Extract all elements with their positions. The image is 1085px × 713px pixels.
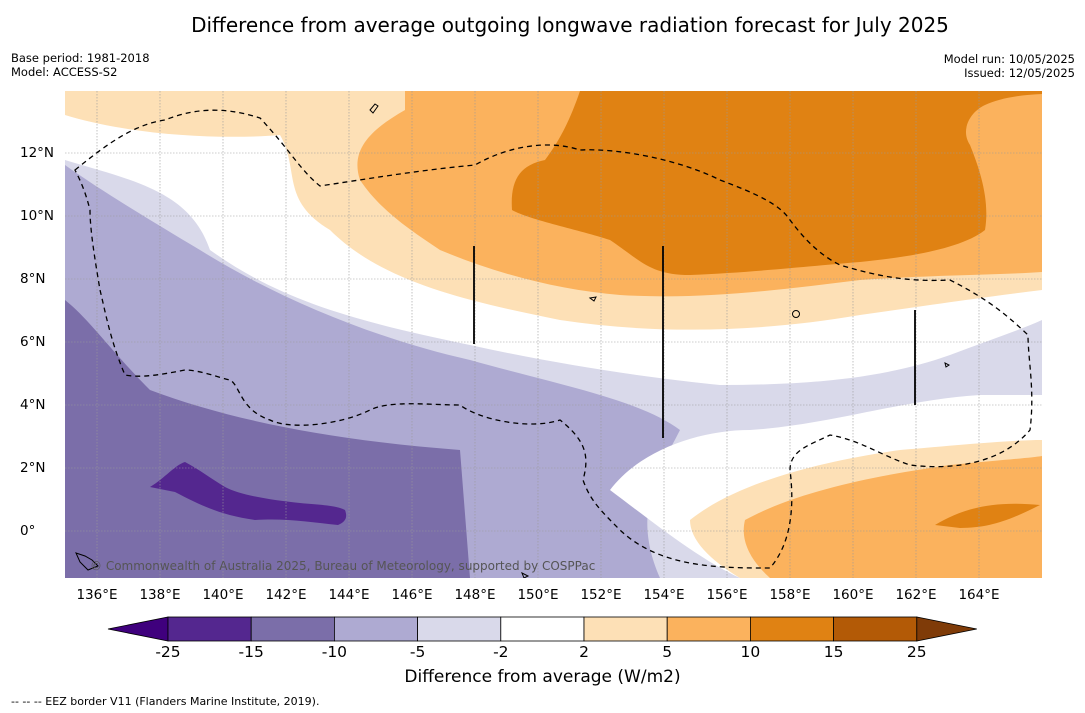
model-run-text: Model run: 10/05/2025 bbox=[943, 52, 1075, 66]
y-tick-label: 2°N bbox=[20, 460, 46, 476]
colorbar-tick-label: -10 bbox=[321, 643, 348, 661]
island-outline bbox=[944, 362, 950, 368]
chart-title: Difference from average outgoing longwav… bbox=[191, 13, 949, 37]
colorbar-swatch bbox=[167, 616, 252, 642]
base-period-text: Base period: 1981-2018 bbox=[11, 51, 150, 65]
colorbar-title: Difference from average (W/m2) bbox=[404, 667, 681, 687]
x-tick-label: 150°E bbox=[517, 587, 559, 603]
grid-lines bbox=[65, 91, 1042, 578]
x-tick-label: 136°E bbox=[76, 587, 118, 603]
y-tick-label: 0° bbox=[20, 523, 36, 539]
colorbar-over-arrow bbox=[916, 616, 977, 642]
copyright-text: © Commonwealth of Australia 2025, Bureau… bbox=[90, 559, 596, 573]
x-tick-label: 146°E bbox=[391, 587, 433, 603]
colorbar-tick-label: 15 bbox=[823, 643, 844, 661]
y-tick-label: 10°N bbox=[20, 208, 55, 224]
x-tick-label: 148°E bbox=[454, 587, 496, 603]
y-tick-label: 8°N bbox=[20, 271, 46, 287]
base-period-info: Base period: 1981-2018 Model: ACCESS-S2 bbox=[11, 51, 150, 79]
colorbar bbox=[107, 616, 977, 642]
x-tick-label: 140°E bbox=[202, 587, 244, 603]
island-outline bbox=[521, 571, 530, 578]
colorbar-under-arrow bbox=[107, 616, 169, 642]
issued-text: Issued: 12/05/2025 bbox=[964, 66, 1075, 80]
colorbar-tick-label: -5 bbox=[409, 643, 426, 661]
x-tick-label: 160°E bbox=[832, 587, 874, 603]
x-tick-label: 154°E bbox=[643, 587, 685, 603]
model-text: Model: ACCESS-S2 bbox=[11, 65, 118, 79]
map-features bbox=[473, 246, 916, 438]
x-tick-label: 164°E bbox=[958, 587, 1000, 603]
colorbar-tick-label: 5 bbox=[662, 643, 673, 661]
y-tick-label: 6°N bbox=[20, 334, 46, 350]
model-run-info: Model run: 10/05/2025 Issued: 12/05/2025 bbox=[944, 52, 1075, 80]
colorbar-tick-label: -2 bbox=[493, 643, 509, 661]
x-tick-label: 138°E bbox=[139, 587, 181, 603]
x-tick-label: 158°E bbox=[769, 587, 811, 603]
colorbar-swatch bbox=[333, 616, 418, 642]
colorbar-swatch bbox=[666, 616, 751, 642]
x-tick-label: 156°E bbox=[706, 587, 748, 603]
x-tick-label: 144°E bbox=[328, 587, 370, 603]
colorbar-tick-label: 25 bbox=[906, 643, 927, 661]
x-tick-label: 142°E bbox=[265, 587, 307, 603]
map-area bbox=[65, 91, 1042, 578]
island-outline bbox=[75, 552, 99, 571]
island-outline bbox=[369, 103, 379, 114]
x-tick-label: 152°E bbox=[580, 587, 622, 603]
y-tick-label: 4°N bbox=[20, 397, 46, 413]
colorbar-swatch bbox=[583, 616, 668, 642]
y-tick-label: 12°N bbox=[20, 145, 55, 161]
colorbar-swatch bbox=[250, 616, 335, 642]
colorbar-tick-label: -25 bbox=[155, 643, 181, 661]
colorbar-swatch bbox=[833, 616, 918, 642]
colorbar-swatch bbox=[750, 616, 835, 642]
islands bbox=[75, 103, 950, 578]
colorbar-tick-label: -15 bbox=[238, 643, 264, 661]
island-outline bbox=[792, 310, 800, 318]
band-neg15-25 bbox=[150, 462, 347, 525]
colorbar-tick-label: 2 bbox=[579, 643, 589, 661]
x-tick-label: 162°E bbox=[895, 587, 937, 603]
band-10-15 bbox=[511, 91, 1042, 528]
colorbar-swatch bbox=[417, 616, 502, 642]
colorbar-swatch bbox=[500, 616, 585, 642]
island-outline bbox=[588, 296, 597, 302]
footnote-eez-legend: -- -- -- EEZ border V11 (Flanders Marine… bbox=[11, 695, 320, 708]
colorbar-tick-label: 10 bbox=[740, 643, 761, 661]
